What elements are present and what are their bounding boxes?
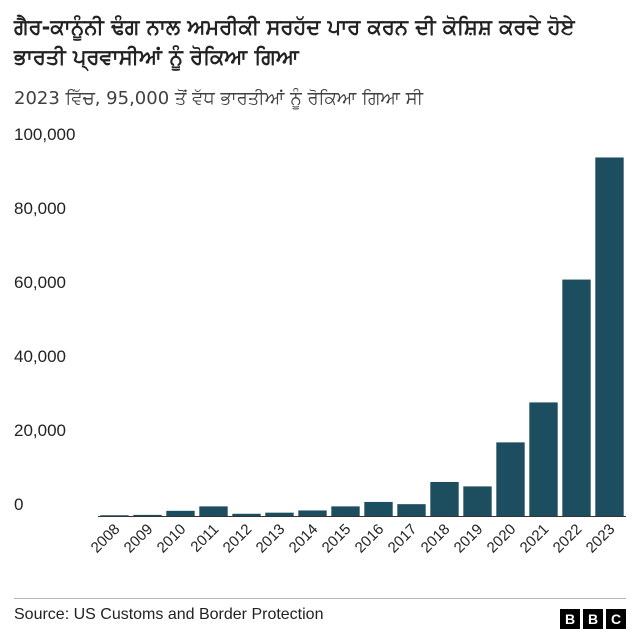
- bar-2011: [199, 506, 228, 516]
- bar-2010: [166, 510, 195, 516]
- bar-2009: [133, 514, 162, 516]
- y-tick-label: 20,000: [14, 421, 66, 440]
- bar-2022: [562, 279, 591, 516]
- bar-2016: [364, 501, 393, 516]
- x-tick-label: 2023: [583, 521, 619, 557]
- x-tick-label: 2019: [451, 521, 487, 557]
- x-tick-label: 2021: [517, 521, 553, 557]
- y-tick-label: 0: [14, 495, 23, 514]
- x-tick-label: 2008: [88, 521, 124, 557]
- x-tick-label: 2010: [154, 521, 190, 557]
- x-tick-label: 2014: [286, 521, 322, 557]
- bar-chart: 0 20,000 40,000 60,000 80,000 100,000 20082009…: [14, 125, 626, 557]
- x-tick-label: 2022: [550, 521, 586, 557]
- bbc-logo: B B C: [560, 609, 626, 629]
- bbc-logo-letter: B: [583, 609, 603, 629]
- chart-title: ਗੈਰ-ਕਾਨੂੰਨੀ ਢੰਗ ਨਾਲ ਅਮਰੀਕੀ ਸਰਹੱਦ ਪਾਰ ਕਰਨ…: [14, 15, 575, 69]
- x-tick-label: 2011: [187, 521, 222, 556]
- x-tick-label: 2015: [319, 521, 355, 557]
- x-tick-label: 2012: [220, 521, 256, 557]
- source-note: Source: US Customs and Border Protection: [14, 606, 324, 623]
- bar-2018: [430, 481, 459, 516]
- bar-2014: [298, 510, 327, 516]
- x-tick-label: 2016: [352, 521, 388, 557]
- bbc-logo-letter: B: [560, 609, 580, 629]
- chart-subtitle: 2023 ਵਿੱਚ, 95,000 ਤੋਂ ਵੱਧ ਭਾਰਤੀਆਂ ਨੂੰ ਰੋ…: [14, 88, 424, 109]
- bar-2017: [397, 504, 426, 516]
- bar-2023: [595, 157, 624, 516]
- x-tick-label: 2020: [484, 521, 520, 557]
- x-tick-label: 2018: [418, 521, 454, 557]
- bar-2015: [331, 506, 360, 516]
- bar-2020: [496, 442, 525, 516]
- bbc-logo-letter: C: [606, 609, 626, 629]
- footer-divider: [14, 598, 626, 599]
- bar-2021: [529, 402, 558, 516]
- bar-2013: [265, 512, 294, 516]
- y-tick-label: 40,000: [14, 347, 66, 366]
- y-tick-label: 60,000: [14, 273, 66, 292]
- bar-2019: [463, 486, 492, 516]
- x-tick-label: 2013: [253, 521, 289, 557]
- x-tick-label: 2017: [385, 521, 421, 557]
- bar-2012: [232, 513, 261, 516]
- x-tick-label: 2009: [121, 521, 157, 557]
- y-tick-label: 80,000: [14, 199, 66, 218]
- y-tick-label: 100,000: [14, 125, 75, 144]
- bar-2008: [100, 515, 129, 517]
